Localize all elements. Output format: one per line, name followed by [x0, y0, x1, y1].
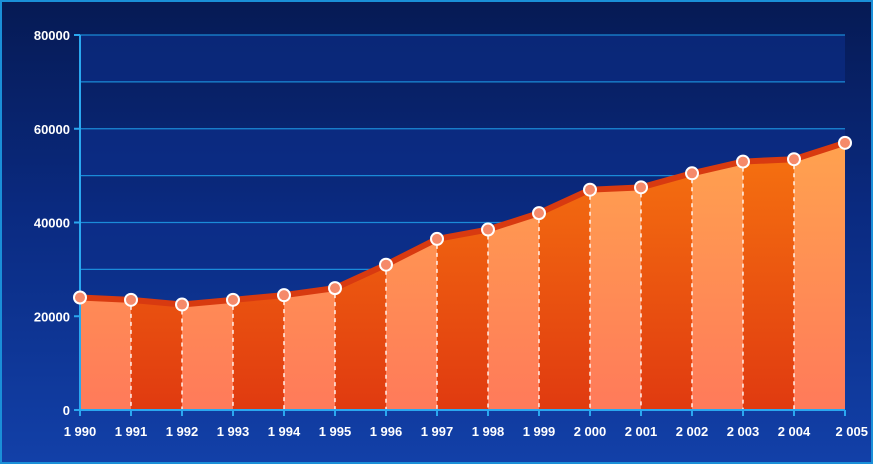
x-tick-label: 2 001: [625, 424, 658, 439]
area-segment: [692, 142, 743, 410]
x-tick-label: 2 004: [778, 424, 811, 439]
data-point: [736, 154, 750, 169]
data-point: [175, 297, 189, 312]
y-tick-label: 0: [63, 403, 70, 418]
area-segment: [590, 142, 641, 410]
x-tick-label: 2 000: [574, 424, 607, 439]
x-tick-label: 1 999: [523, 424, 556, 439]
area-segment: [539, 142, 590, 410]
x-tick-label: 2 002: [676, 424, 709, 439]
data-point: [328, 281, 342, 296]
y-tick-label: 20000: [34, 309, 70, 324]
data-point: [430, 231, 444, 246]
data-point: [481, 222, 495, 237]
data-point: [277, 288, 291, 303]
data-point: [532, 206, 546, 221]
x-tick-label: 1 995: [319, 424, 352, 439]
series-markers: [73, 135, 852, 312]
x-tick-label: 1 998: [472, 424, 505, 439]
area-segment: [743, 142, 794, 410]
x-tick-label: 1 994: [268, 424, 301, 439]
x-tick-label: 1 990: [64, 424, 97, 439]
y-tick-label: 80000: [34, 28, 70, 43]
data-point: [73, 290, 87, 305]
data-point: [787, 152, 801, 167]
area-segment: [641, 142, 692, 410]
data-point: [583, 182, 597, 197]
x-tick-label: 1 991: [115, 424, 148, 439]
y-tick-label: 40000: [34, 216, 70, 231]
data-point: [685, 166, 699, 181]
series-line: [77, 139, 848, 308]
data-point: [838, 135, 852, 150]
y-tick-label: 60000: [34, 122, 70, 137]
x-tick-label: 2 005: [835, 424, 868, 439]
series-line-path: [77, 139, 848, 308]
dashed-separators: [130, 165, 795, 410]
data-point: [226, 292, 240, 307]
grid-band: [80, 35, 845, 82]
data-point: [124, 292, 138, 307]
axes: [74, 34, 846, 416]
x-tick-label: 2 003: [727, 424, 760, 439]
x-axis-tick-labels: 1 990 1 991 1 992 1 993 1 994 1 995 1 996 1 997…: [64, 424, 868, 439]
area-segment: [794, 142, 845, 410]
y-axis-tick-labels: 0 20000 40000 60000 80000: [34, 28, 70, 418]
x-tick-label: 1 993: [217, 424, 250, 439]
x-tick-label: 1 997: [421, 424, 454, 439]
x-tick-label: 1 992: [166, 424, 199, 439]
x-tick-label: 1 996: [370, 424, 403, 439]
data-point: [634, 180, 648, 195]
data-point: [379, 257, 393, 272]
